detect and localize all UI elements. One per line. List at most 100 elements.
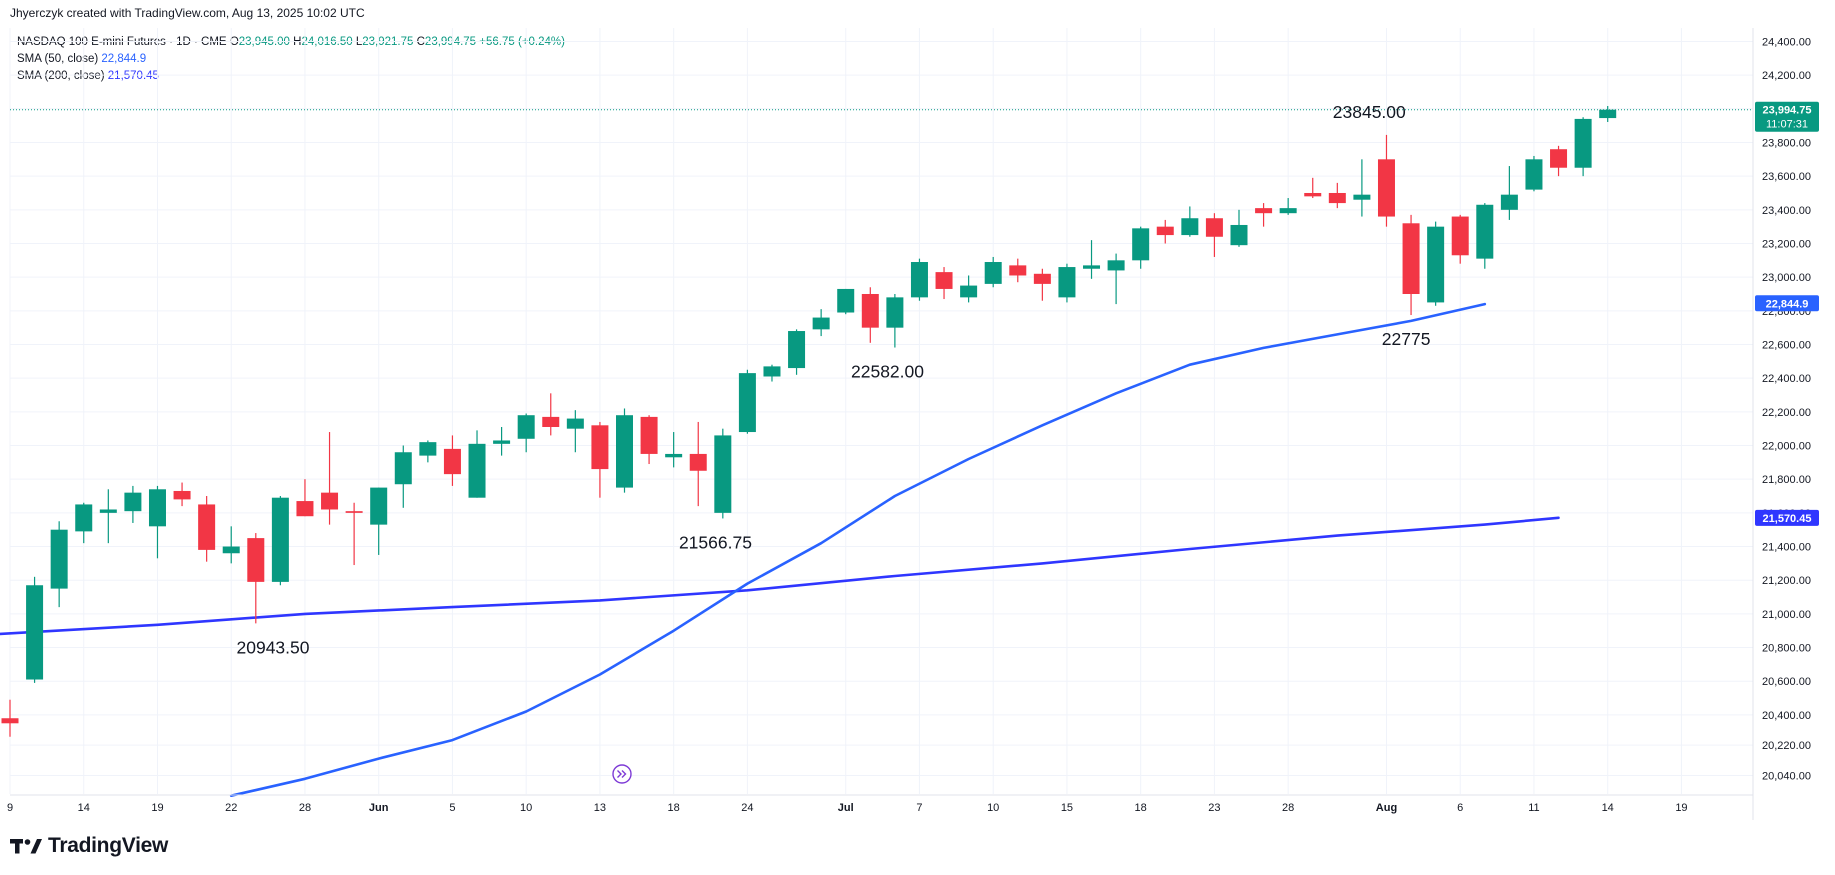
candle — [148, 485, 166, 559]
candle-body — [394, 452, 412, 485]
candle — [616, 408, 633, 493]
y-tick-label: 20,040.00 — [1762, 770, 1811, 782]
price-axis-label: 23,994.75 11:07:31 — [1755, 101, 1819, 132]
candle-body — [812, 317, 830, 330]
x-tick-label: 7 — [916, 802, 922, 814]
price-annotation: 20943.50 — [237, 637, 310, 657]
candle — [1156, 219, 1174, 244]
candle — [1550, 145, 1568, 177]
candle-body — [886, 297, 904, 328]
candle — [886, 293, 904, 348]
candle-body — [517, 415, 535, 439]
sma200-legend-row[interactable]: SMA (200, close) 21,570.45 — [17, 68, 565, 85]
candle-body — [1083, 265, 1101, 269]
candle-body — [788, 331, 806, 369]
candle-body — [542, 416, 560, 427]
chart-legend: NASDAQ 100 E-mini Futures · 1D · CME O23… — [17, 34, 565, 85]
x-tick-label: 10 — [520, 802, 532, 814]
y-tick-label: 21,400.00 — [1762, 542, 1811, 554]
candle-body — [99, 509, 117, 513]
low-label: L — [355, 36, 363, 48]
candle-body — [271, 497, 289, 582]
candle-body — [837, 288, 855, 313]
price-annotation: 21566.75 — [679, 532, 752, 552]
y-tick-label: 23,600.00 — [1762, 171, 1811, 183]
symbol-name[interactable]: NASDAQ 100 E-mini Futures · 1D · CME — [17, 36, 227, 48]
candle-body — [861, 293, 879, 328]
sma50-legend-row[interactable]: SMA (50, close) 22,844.9 — [17, 51, 565, 68]
candle — [1181, 206, 1199, 237]
candle — [1574, 117, 1592, 177]
candle-body — [1033, 273, 1051, 284]
x-tick-label: 23 — [1208, 802, 1220, 814]
price-axis-label-text: 23,994.75 — [1763, 105, 1812, 117]
sma200-legend-label: SMA (200, close) — [17, 70, 105, 82]
candle-body — [1279, 208, 1297, 214]
candle — [443, 435, 461, 486]
candle-body — [1181, 218, 1199, 236]
y-tick-label: 23,000.00 — [1762, 272, 1811, 284]
x-tick-label: 9 — [7, 802, 13, 814]
candle — [910, 258, 928, 301]
candle-body — [1574, 118, 1592, 168]
candle-body — [345, 511, 363, 513]
candle — [1304, 177, 1322, 199]
x-tick-label: Jul — [838, 802, 854, 814]
candle-body — [1353, 194, 1371, 200]
candle-body — [665, 453, 683, 458]
price-axis: 20,040.00 20,220.00 20,400.00 20,600.00 20,8… — [1752, 28, 1811, 820]
sma50-line — [229, 302, 1487, 797]
candle-body — [566, 418, 584, 429]
candle-body — [1402, 223, 1420, 294]
y-tick-label: 23,400.00 — [1762, 205, 1811, 217]
candle — [1205, 213, 1223, 257]
goto-realtime-icon[interactable] — [612, 764, 632, 784]
candle-body — [1058, 267, 1076, 298]
candle-body — [1304, 192, 1322, 197]
candle — [222, 526, 240, 564]
high-value: 24,016.50 — [301, 36, 353, 48]
candle — [763, 364, 781, 382]
change-value: +56.75 (+0.24%) — [479, 36, 565, 48]
candle-body — [984, 262, 1002, 284]
candle — [517, 413, 535, 453]
candle-body — [1, 718, 19, 724]
chart-grid — [9, 28, 1753, 794]
candle — [1427, 221, 1445, 306]
price-axis-label: 22,844.9 — [1755, 295, 1819, 312]
candle — [1525, 155, 1543, 192]
candle-body — [1525, 159, 1543, 190]
candle-body — [640, 416, 658, 454]
candle-body — [1009, 265, 1027, 276]
candle — [99, 489, 117, 544]
candle — [1377, 134, 1395, 227]
y-tick-label: 21,800.00 — [1762, 474, 1811, 486]
x-tick-label: 19 — [1675, 802, 1687, 814]
countdown-text: 11:07:31 — [1766, 119, 1808, 131]
candle — [1476, 203, 1494, 269]
y-tick-label: 20,800.00 — [1762, 643, 1811, 655]
candle — [468, 430, 486, 498]
x-tick-label: 28 — [299, 802, 311, 814]
candle — [1132, 226, 1150, 269]
candle — [50, 521, 68, 608]
candle — [75, 502, 93, 544]
candle — [665, 432, 683, 468]
candle-body — [124, 492, 142, 512]
candle-body — [1427, 226, 1445, 303]
close-value: 23,994.75 — [424, 36, 477, 48]
candle — [1009, 258, 1027, 283]
candle-body — [1550, 149, 1568, 168]
candle-body — [1156, 226, 1174, 236]
candle — [1083, 240, 1101, 279]
x-tick-label: 18 — [1135, 802, 1147, 814]
price-axis-label-box — [1755, 509, 1819, 526]
candle — [812, 309, 830, 337]
price-annotation: 23845.00 — [1333, 102, 1406, 122]
price-chart[interactable]: 20943.50 21566.75 22582.00 23845.00 22775 20… — [0, 28, 1835, 820]
candle-body — [296, 501, 314, 517]
candle-body — [763, 366, 781, 377]
candle — [1451, 214, 1469, 264]
candle-body — [173, 490, 191, 500]
candle-body — [419, 442, 437, 456]
